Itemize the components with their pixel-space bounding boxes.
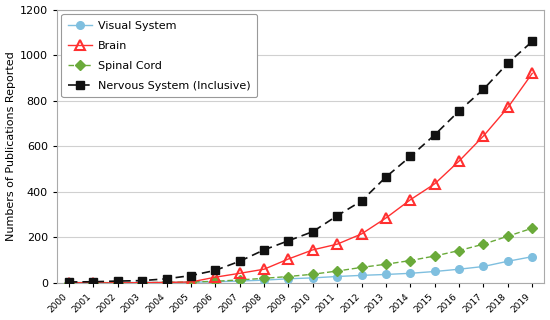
Nervous System (Inclusive): [139, 279, 146, 283]
Spinal Cord: [310, 272, 316, 276]
Brain: [285, 257, 292, 261]
Spinal Cord: [90, 281, 97, 284]
Legend: Visual System, Brain, Spinal Cord, Nervous System (Inclusive): Visual System, Brain, Spinal Cord, Nervo…: [61, 14, 257, 97]
Spinal Cord: [456, 249, 463, 252]
Nervous System (Inclusive): [66, 280, 73, 284]
Nervous System (Inclusive): [504, 61, 511, 65]
Visual System: [310, 276, 316, 280]
Brain: [261, 267, 267, 271]
Line: Nervous System (Inclusive): Nervous System (Inclusive): [65, 38, 536, 286]
Visual System: [456, 267, 463, 271]
Y-axis label: Numbers of Publications Reported: Numbers of Publications Reported: [6, 51, 15, 241]
Visual System: [285, 277, 292, 281]
Brain: [383, 216, 389, 220]
Brain: [431, 182, 438, 186]
Spinal Cord: [114, 281, 121, 284]
Spinal Cord: [212, 279, 219, 283]
Spinal Cord: [285, 275, 292, 278]
Line: Visual System: Visual System: [65, 253, 536, 286]
Nervous System (Inclusive): [90, 280, 97, 284]
Brain: [114, 281, 121, 285]
Nervous System (Inclusive): [383, 175, 389, 179]
Visual System: [431, 269, 438, 273]
Spinal Cord: [236, 278, 243, 282]
Spinal Cord: [188, 280, 194, 284]
Spinal Cord: [358, 266, 365, 269]
Spinal Cord: [66, 281, 73, 284]
Visual System: [480, 265, 487, 268]
Brain: [139, 281, 146, 284]
Nervous System (Inclusive): [431, 133, 438, 137]
Spinal Cord: [261, 276, 267, 280]
Nervous System (Inclusive): [261, 248, 267, 252]
Visual System: [504, 259, 511, 263]
Brain: [310, 248, 316, 252]
Visual System: [383, 273, 389, 276]
Spinal Cord: [480, 242, 487, 246]
Brain: [456, 159, 463, 163]
Brain: [407, 198, 414, 202]
Brain: [212, 275, 219, 279]
Spinal Cord: [504, 234, 511, 238]
Nervous System (Inclusive): [285, 239, 292, 243]
Brain: [66, 281, 73, 284]
Visual System: [139, 281, 146, 284]
Spinal Cord: [139, 281, 146, 284]
Line: Brain: Brain: [64, 68, 537, 288]
Brain: [504, 106, 511, 109]
Brain: [163, 281, 170, 284]
Visual System: [407, 271, 414, 275]
Brain: [90, 281, 97, 285]
Spinal Cord: [163, 281, 170, 284]
Brain: [334, 242, 340, 246]
Nervous System (Inclusive): [114, 279, 121, 283]
Spinal Cord: [431, 254, 438, 258]
Visual System: [334, 275, 340, 278]
Nervous System (Inclusive): [212, 268, 219, 272]
Nervous System (Inclusive): [456, 109, 463, 113]
Spinal Cord: [407, 259, 414, 262]
Nervous System (Inclusive): [407, 155, 414, 158]
Nervous System (Inclusive): [334, 214, 340, 218]
Brain: [529, 71, 536, 75]
Visual System: [66, 281, 73, 284]
Brain: [480, 134, 487, 138]
Visual System: [358, 274, 365, 277]
Nervous System (Inclusive): [310, 230, 316, 234]
Brain: [236, 271, 243, 275]
Line: Spinal Cord: Spinal Cord: [65, 225, 536, 286]
Spinal Cord: [529, 226, 536, 230]
Visual System: [90, 281, 97, 284]
Spinal Cord: [334, 269, 340, 273]
Nervous System (Inclusive): [358, 199, 365, 203]
Visual System: [236, 279, 243, 283]
Spinal Cord: [383, 262, 389, 266]
Nervous System (Inclusive): [529, 40, 536, 44]
Visual System: [114, 281, 121, 284]
Brain: [188, 280, 194, 284]
Nervous System (Inclusive): [480, 87, 487, 91]
Visual System: [188, 280, 194, 284]
Brain: [358, 232, 365, 236]
Visual System: [212, 280, 219, 284]
Visual System: [163, 281, 170, 284]
Visual System: [261, 278, 267, 282]
Nervous System (Inclusive): [163, 277, 170, 281]
Visual System: [529, 255, 536, 259]
Nervous System (Inclusive): [188, 274, 194, 277]
Nervous System (Inclusive): [236, 259, 243, 263]
